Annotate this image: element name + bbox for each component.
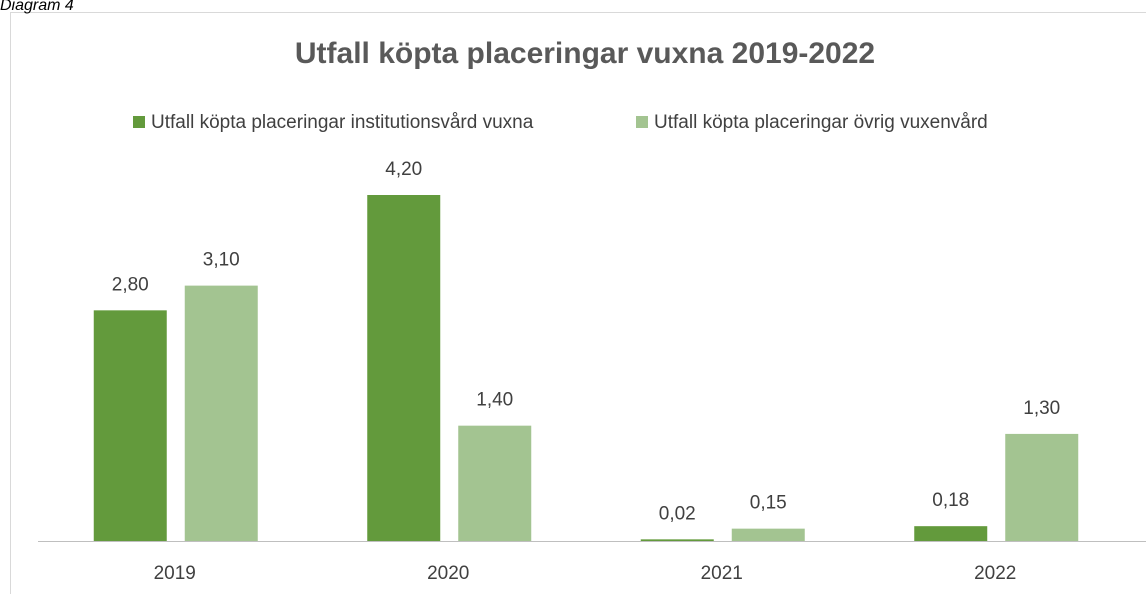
caption: Diagram 4 (0, 0, 74, 14)
bar (914, 526, 988, 541)
chart-title: Utfall köpta placeringar vuxna 2019-2022 (295, 37, 875, 70)
data-label: 0,18 (932, 490, 969, 511)
legend-swatch (133, 116, 145, 128)
bar (93, 310, 167, 541)
x-tick-label: 2020 (427, 563, 469, 584)
bar (640, 539, 714, 541)
data-label: 2,80 (112, 274, 149, 295)
x-tick-label: 2021 (701, 563, 743, 584)
legend-label: Utfall köpta placeringar övrig vuxenvård (654, 112, 988, 133)
data-label: 0,02 (659, 503, 696, 524)
bar (184, 285, 258, 541)
bar (367, 195, 441, 541)
x-tick-label: 2019 (154, 563, 196, 584)
data-label: 1,30 (1023, 398, 1060, 419)
legend-swatch (636, 116, 648, 128)
legend-label: Utfall köpta placeringar institutionsvår… (151, 112, 534, 133)
x-tick-label: 2022 (974, 563, 1016, 584)
data-label: 0,15 (750, 493, 787, 514)
bar (458, 425, 532, 541)
bar (1005, 433, 1079, 541)
bar (731, 528, 805, 541)
data-label: 1,40 (476, 390, 513, 411)
chart-frame (10, 12, 1146, 594)
data-label: 3,10 (203, 250, 240, 271)
data-label: 4,20 (385, 159, 422, 180)
